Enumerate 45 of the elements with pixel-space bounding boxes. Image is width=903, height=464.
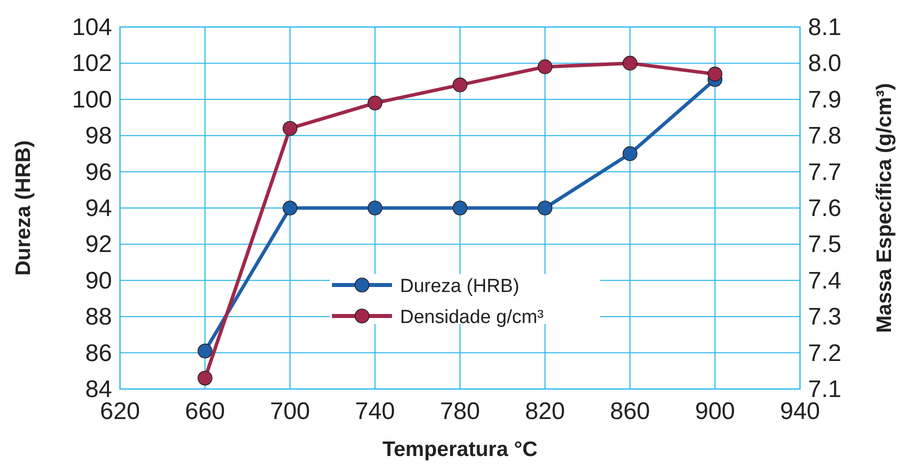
y-tick-label: 100 — [72, 86, 112, 114]
y2-tick-label: 7.3 — [808, 304, 842, 331]
y2-tick-label: 7.7 — [808, 158, 842, 186]
y2-tick-label: 8.0 — [808, 50, 842, 78]
x-tick-label: 860 — [610, 398, 650, 425]
point — [622, 56, 638, 71]
y-tick-label: 94 — [85, 195, 112, 222]
x-tick-label: 660 — [184, 398, 226, 425]
y-tick-label: 104 — [72, 14, 112, 41]
point — [198, 370, 212, 386]
x-tick-label: 820 — [524, 398, 566, 425]
y-axis-title: Dureza (HRB) — [12, 140, 35, 276]
y2-axis-title: Massa Específica (g/cm³) — [873, 83, 896, 333]
point — [368, 96, 382, 110]
point — [368, 200, 382, 216]
y2-tick-label: 7.2 — [808, 340, 842, 367]
x-axis-title: Temperatura °C — [382, 438, 538, 461]
y2-tick-label: 8.1 — [808, 14, 842, 41]
point — [708, 66, 722, 82]
x-tick-label: 740 — [354, 398, 396, 425]
point — [198, 344, 212, 358]
legend-label: Densidade g/cm³ — [400, 307, 544, 328]
point — [452, 78, 468, 92]
y-tick-label: 88 — [85, 304, 112, 331]
point — [622, 146, 638, 162]
x-tick-label: 780 — [440, 398, 480, 425]
y2-tick-label: 7.5 — [808, 231, 842, 258]
legend-label: Dureza (HRB) — [400, 276, 520, 297]
y-tick-label: 98 — [85, 122, 112, 150]
y-tick-label: 102 — [72, 50, 112, 78]
point — [282, 120, 298, 136]
x-tick-label: 700 — [270, 398, 310, 425]
y-tick-label: 86 — [85, 340, 112, 367]
y-tick-label: 96 — [85, 158, 112, 186]
point — [538, 59, 552, 74]
y2-tick-label: 7.9 — [808, 86, 842, 114]
y2-tick-label: 7.6 — [808, 195, 842, 222]
x-tick-label: 900 — [694, 398, 736, 425]
y2-tick-label: 7.4 — [808, 267, 842, 294]
point — [282, 200, 298, 216]
point — [538, 200, 552, 216]
y-tick-label: 92 — [85, 231, 112, 258]
y-tick-label: 90 — [85, 267, 112, 294]
y2-tick-label: 7.8 — [808, 122, 842, 150]
point — [452, 200, 468, 216]
